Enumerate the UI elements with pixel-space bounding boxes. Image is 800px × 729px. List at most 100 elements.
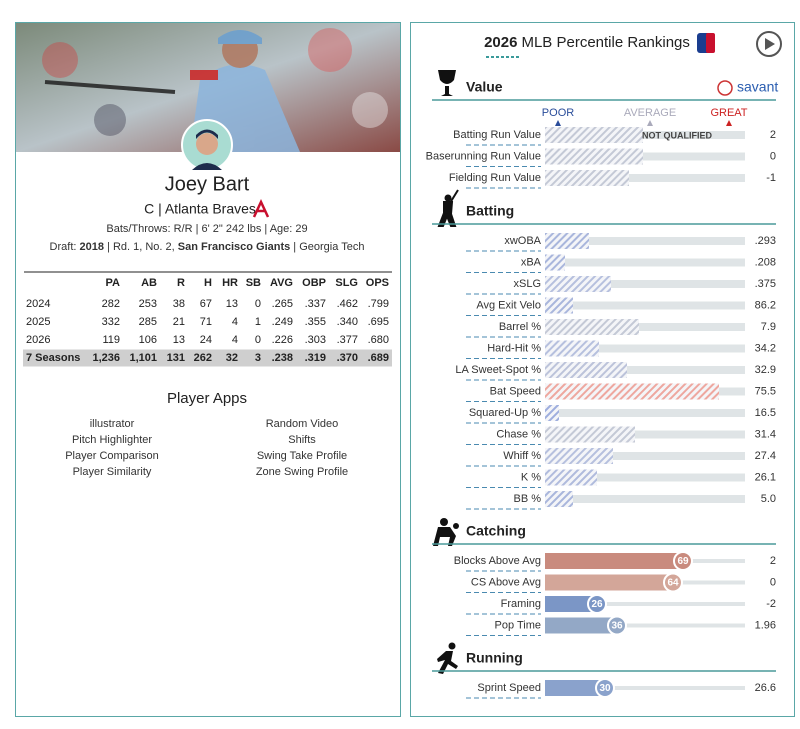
metric-value: 1.96 (755, 619, 776, 631)
app-link[interactable]: Pitch Highlighter (72, 434, 152, 446)
section-title: Value (466, 79, 503, 95)
percentile-circle (595, 678, 615, 698)
stat-cell: 332 (102, 316, 120, 328)
metric-value: 86.2 (755, 299, 776, 311)
metric-name: xBA (521, 256, 542, 268)
metric-value: .293 (755, 235, 776, 247)
stat-cell: .226 (272, 334, 293, 346)
bio: Bats/Throws: R/R | 6' 2" 242 lbs | Age: … (106, 223, 307, 235)
stat-cell: .680 (368, 334, 389, 346)
draft-part: | Rd. 1, No. 2, (104, 241, 178, 253)
apps-list: illustrator Random Video Pitch Highlighter… (65, 418, 348, 478)
stat-cell: .370 (337, 352, 358, 364)
stat-cell: .303 (305, 334, 326, 346)
percentile-bar (545, 297, 573, 314)
stat-cell: 1,236 (92, 352, 120, 364)
catcher-icon (433, 518, 459, 546)
percentile-bar (545, 383, 719, 400)
metric-value: 75.5 (755, 385, 776, 397)
metric-value: 16.5 (755, 407, 776, 419)
stat-header: AVG (270, 277, 293, 289)
stat-cell: .355 (305, 316, 326, 328)
stat-cell: 4 (232, 316, 238, 328)
metric-name: Pop Time (495, 619, 541, 631)
stat-cell: .689 (368, 352, 389, 364)
stat-cell: .265 (272, 298, 293, 310)
percentile-bar (545, 340, 599, 357)
metric-name: Barrel % (499, 321, 541, 333)
stat-cell: .799 (368, 298, 389, 310)
draft-part: Draft: (50, 241, 80, 253)
stat-cell: 21 (173, 316, 185, 328)
percentile-bar (545, 574, 673, 591)
percentile-bar (545, 233, 589, 249)
metric-name: Fielding Run Value (449, 172, 541, 184)
app-link[interactable]: Zone Swing Profile (256, 466, 348, 478)
app-link[interactable]: Player Similarity (73, 466, 152, 478)
mlb-vs-logo (697, 33, 715, 53)
percentile-bar (545, 127, 643, 143)
legend-average: AVERAGE (624, 107, 676, 119)
stat-cell: .337 (305, 298, 326, 310)
metric-name: Chase % (496, 428, 541, 440)
apps-title: Player Apps (167, 390, 247, 407)
metric-name: K % (521, 471, 541, 483)
legend-arrow (726, 120, 732, 126)
app-link[interactable]: Shifts (288, 434, 316, 446)
stat-cell: 131 (167, 352, 185, 364)
app-link[interactable]: Random Video (266, 418, 339, 430)
metric-name: Sprint Speed (477, 682, 541, 694)
stat-cell: 71 (200, 316, 212, 328)
stat-header: SB (246, 277, 261, 289)
app-link[interactable]: Swing Take Profile (257, 450, 347, 462)
metric-name: Avg Exit Velo (476, 299, 541, 311)
percentile-label: 64 (667, 578, 679, 589)
position-team: C | Atlanta Braves (144, 201, 256, 217)
metric-value: 32.9 (755, 364, 776, 376)
metric-value: 5.0 (761, 493, 776, 505)
section-title: Running (466, 650, 523, 666)
batter-icon (437, 189, 459, 227)
percentile-label: 30 (599, 683, 611, 694)
stat-cell: .695 (368, 316, 389, 328)
savant-text[interactable]: savant (737, 79, 778, 95)
play-button[interactable] (756, 31, 782, 57)
runner-icon (437, 642, 458, 674)
stat-cell: 253 (139, 298, 157, 310)
draft-part: 2018 (80, 241, 104, 253)
stat-cell: .319 (305, 352, 326, 364)
section-title: Batting (466, 203, 514, 219)
stat-cell: 13 (173, 334, 185, 346)
metric-name: Blocks Above Avg (454, 555, 541, 567)
percentile-bar (545, 448, 613, 464)
percentile-bar (545, 596, 597, 612)
stat-header: AB (141, 277, 157, 289)
metric-value: 27.4 (755, 450, 776, 462)
metric-value: -1 (766, 172, 776, 184)
title-year: 2026 (484, 34, 517, 51)
percentile-bar (545, 148, 643, 165)
percentile-circle (607, 615, 627, 636)
not-qualified: NOT QUALIFIED (642, 130, 712, 140)
stat-cell: 1,101 (129, 352, 157, 364)
stat-cell: 38 (173, 298, 185, 310)
percentile-bar (545, 362, 627, 378)
stat-cell: 0 (255, 298, 261, 310)
savant-logo[interactable]: savant (717, 79, 778, 96)
app-link[interactable]: Player Comparison (65, 450, 159, 462)
percentile-bar (545, 276, 611, 292)
draft-part: | Georgia Tech (290, 241, 364, 253)
percentile-circle (587, 594, 607, 614)
metric-name: Hard-Hit % (487, 342, 541, 354)
stat-row-label: 2024 (26, 298, 50, 310)
metric-name: Baserunning Run Value (426, 150, 541, 162)
app-link[interactable]: illustrator (90, 418, 135, 430)
legend-arrow (555, 120, 561, 126)
stat-cell: 67 (200, 298, 212, 310)
metric-value: 2 (770, 129, 776, 141)
percentile-label: 69 (677, 556, 689, 567)
stat-header: H (204, 277, 212, 289)
avatar-face (192, 129, 222, 170)
stat-cell: 24 (200, 334, 212, 346)
